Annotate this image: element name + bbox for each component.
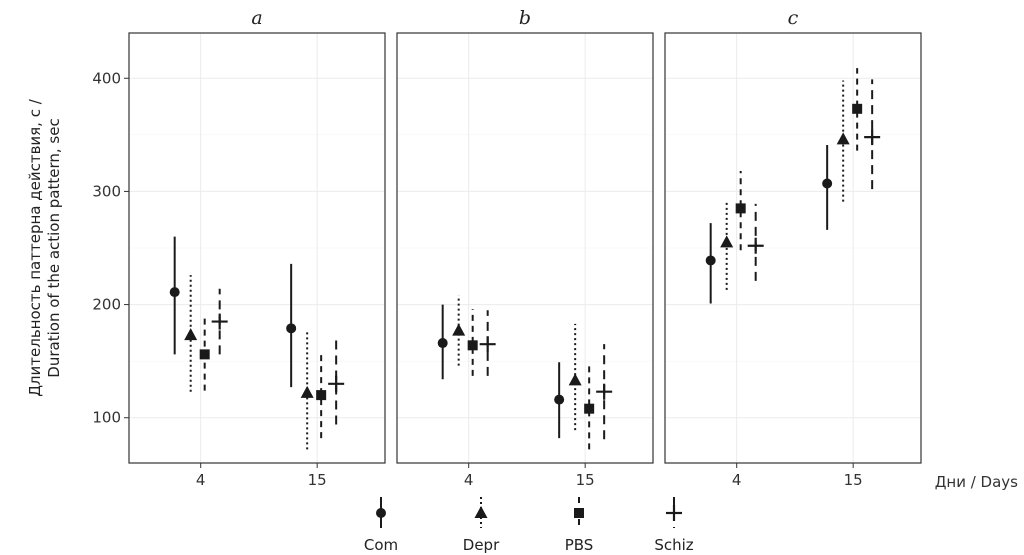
y-tick-label: 200 [92,296,121,314]
legend-label: PBS [565,536,594,554]
point-pbs-c-4 [735,203,746,214]
x-tick-label: 15 [844,471,863,489]
panel-border [396,32,654,464]
y-axis-title-line: Длительность паттерна действия, с / [26,98,44,397]
point-com-c-4 [705,255,716,266]
point-schiz-c-15 [864,129,881,146]
panel-border [664,32,922,464]
point-pbs-a-15 [316,390,327,401]
legend-label: Depr [463,536,500,554]
point-depr-c-15 [836,132,850,145]
facet-title-b: b [519,7,531,29]
point-schiz-c-4 [747,237,764,254]
y-axis-title: Длительность паттерна действия, с /Durat… [26,98,63,397]
legend-key-marker [666,505,682,521]
point-depr-a-4 [184,328,198,341]
legend-label: Com [364,536,398,554]
legend-key-marker [474,506,488,518]
point-com-c-15 [822,178,833,189]
legend-key-marker [574,508,584,518]
point-com-a-4 [169,287,180,298]
point-schiz-b-4 [479,336,496,353]
point-schiz-a-4 [211,313,228,330]
legend-key-marker [376,508,386,518]
y-tick-label: 300 [92,182,121,200]
x-tick-label: 15 [308,471,327,489]
point-depr-b-4 [452,323,466,336]
point-depr-c-4 [720,235,734,248]
facet-title-c: c [788,7,799,29]
legend-item-pbs: PBS [565,497,594,554]
legend-item-com: Com [364,497,398,554]
point-pbs-c-15 [852,103,863,114]
facet-panel-a: a 4 15 [128,7,386,489]
panel-border [128,32,386,464]
legend-label: Schiz [654,536,693,554]
point-com-a-15 [286,323,297,334]
point-pbs-a-4 [199,349,210,360]
facet-panel-c: c 4 15 [664,7,922,489]
x-tick-label: 4 [464,471,474,489]
point-depr-a-15 [300,385,314,398]
y-tick-label: 100 [92,409,121,427]
y-axis-title-line: Duration of the action pattern, sec [45,118,63,377]
x-tick-label: 4 [732,471,742,489]
legend-item-depr: Depr [463,497,500,554]
facet-panel-b: b 4 15 [396,7,654,489]
point-schiz-a-15 [328,375,345,392]
x-tick-label: 15 [576,471,595,489]
point-com-b-4 [437,338,448,349]
x-tick-label: 4 [196,471,206,489]
point-pbs-b-15 [584,403,595,414]
legend: Com Depr PBS Schiz [364,497,694,554]
facet-title-a: a [251,7,262,29]
point-pbs-b-4 [467,340,478,351]
point-com-b-15 [554,394,565,405]
point-depr-b-15 [568,373,582,386]
x-axis-title: Дни / Days [935,473,1018,491]
y-tick-label: 400 [92,69,121,87]
legend-item-schiz: Schiz [654,497,694,554]
point-schiz-b-15 [596,383,613,400]
